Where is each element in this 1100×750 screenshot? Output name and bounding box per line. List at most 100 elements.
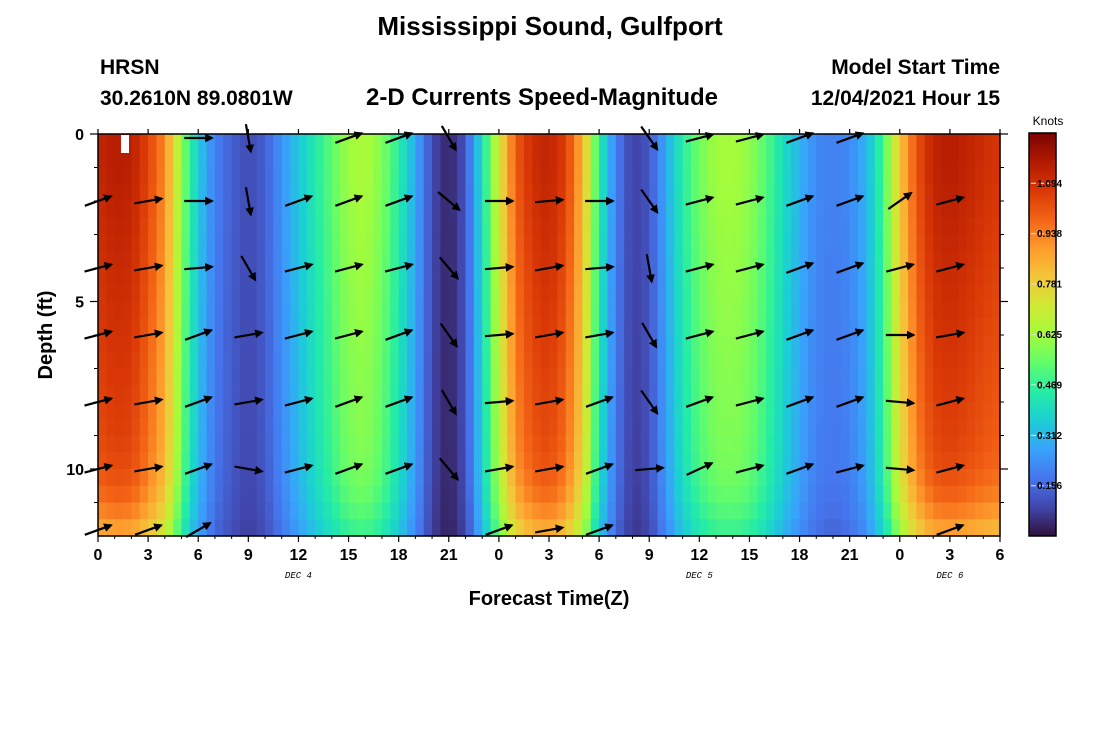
heatmap-cell <box>523 234 533 252</box>
heatmap-cell <box>457 301 467 319</box>
heatmap-cell <box>98 150 107 169</box>
heatmap-cell <box>98 402 107 420</box>
heatmap-cell <box>707 335 717 353</box>
heatmap-cell <box>883 217 893 236</box>
heatmap-cell <box>398 301 408 319</box>
heatmap-cell <box>807 418 817 437</box>
heatmap-cell <box>716 435 725 453</box>
heatmap-cell <box>649 452 659 470</box>
heatmap-cell <box>139 184 149 202</box>
heatmap-cell <box>858 134 867 152</box>
heatmap-cell <box>624 469 634 487</box>
heatmap-cell <box>248 402 258 420</box>
heatmap-cell <box>590 184 600 202</box>
heatmap-cell <box>298 284 308 303</box>
heatmap-cell <box>281 134 291 152</box>
heatmap-cell <box>457 351 467 370</box>
heatmap-cell <box>665 167 675 185</box>
heatmap-cell <box>757 485 767 504</box>
heatmap-cell <box>515 335 525 353</box>
heatmap-cell <box>198 502 208 520</box>
heatmap-cell <box>841 318 851 336</box>
heatmap-cell <box>123 402 133 420</box>
current-vector <box>585 462 614 475</box>
heatmap-cell <box>256 234 266 252</box>
heatmap-cell <box>390 485 400 504</box>
heatmap-cell <box>858 150 867 169</box>
heatmap-cell <box>398 452 408 470</box>
current-vector <box>284 328 314 340</box>
heatmap-cell <box>615 368 625 386</box>
heatmap-cell <box>315 385 325 403</box>
heatmap-cell <box>933 251 943 269</box>
heatmap-cell <box>440 485 450 504</box>
heatmap-cell <box>849 368 859 386</box>
heatmap-cell <box>632 234 642 252</box>
heatmap-cell <box>214 134 224 152</box>
heatmap-cell <box>590 318 600 336</box>
heatmap-cell <box>908 519 918 537</box>
heatmap-cell <box>565 519 575 537</box>
heatmap-cell <box>824 502 834 520</box>
heatmap-cell <box>749 251 759 269</box>
heatmap-cell <box>198 402 208 420</box>
current-vector <box>836 131 865 144</box>
heatmap-cell <box>365 435 375 453</box>
heatmap-cell <box>874 469 884 487</box>
heatmap-cell <box>615 435 625 453</box>
heatmap-cell <box>114 167 124 185</box>
heatmap-cell <box>699 268 709 286</box>
heatmap-cell <box>231 368 241 386</box>
heatmap-cell <box>582 150 592 169</box>
heatmap-cell <box>365 502 375 520</box>
heatmap-cell <box>849 402 859 420</box>
heatmap-cell <box>749 184 759 202</box>
heatmap-cell <box>473 251 483 269</box>
heatmap-cell <box>214 418 224 437</box>
heatmap-cell <box>239 134 249 152</box>
heatmap-cell <box>390 469 400 487</box>
heatmap-cell <box>164 184 174 202</box>
heatmap-cell <box>473 469 483 487</box>
heatmap-cell <box>131 485 141 504</box>
heatmap-cell <box>306 251 316 269</box>
current-vector <box>786 328 815 341</box>
heatmap-cell <box>924 335 934 353</box>
heatmap-cell <box>239 385 249 403</box>
heatmap-cell <box>139 167 149 185</box>
heatmap-cell <box>206 167 216 185</box>
heatmap-cell <box>540 167 550 185</box>
heatmap-cell <box>741 284 751 303</box>
heatmap-cell <box>632 435 642 453</box>
heatmap-cell <box>398 351 408 370</box>
heatmap-cell <box>465 485 475 504</box>
heatmap-cell <box>189 435 199 453</box>
heatmap-cell <box>390 385 400 403</box>
heatmap-cell <box>415 335 425 353</box>
heatmap-cell <box>373 167 383 185</box>
heatmap-cell <box>640 184 650 202</box>
heatmap-cell <box>507 251 517 269</box>
heatmap-cell <box>807 402 817 420</box>
heatmap-cell <box>816 251 826 269</box>
heatmap-cell <box>590 368 600 386</box>
heatmap-cell <box>306 318 316 336</box>
heatmap-cell <box>173 469 183 487</box>
heatmap-cell <box>849 502 859 520</box>
heatmap-cell <box>916 485 926 504</box>
heatmap-cell <box>866 502 876 520</box>
heatmap-cell <box>674 368 684 386</box>
current-vector <box>440 389 457 416</box>
heatmap-cell <box>440 268 450 286</box>
heatmap-cell <box>807 351 817 370</box>
heatmap-cell <box>214 335 224 353</box>
heatmap-cell <box>98 284 107 303</box>
heatmap-cell <box>448 318 458 336</box>
current-vector <box>640 125 659 151</box>
heatmap-cell <box>665 368 675 386</box>
heatmap-cell <box>699 134 709 152</box>
heatmap-cell <box>674 234 684 252</box>
heatmap-cell <box>757 519 767 537</box>
heatmap-cell <box>164 167 174 185</box>
heatmap-cell <box>874 268 884 286</box>
